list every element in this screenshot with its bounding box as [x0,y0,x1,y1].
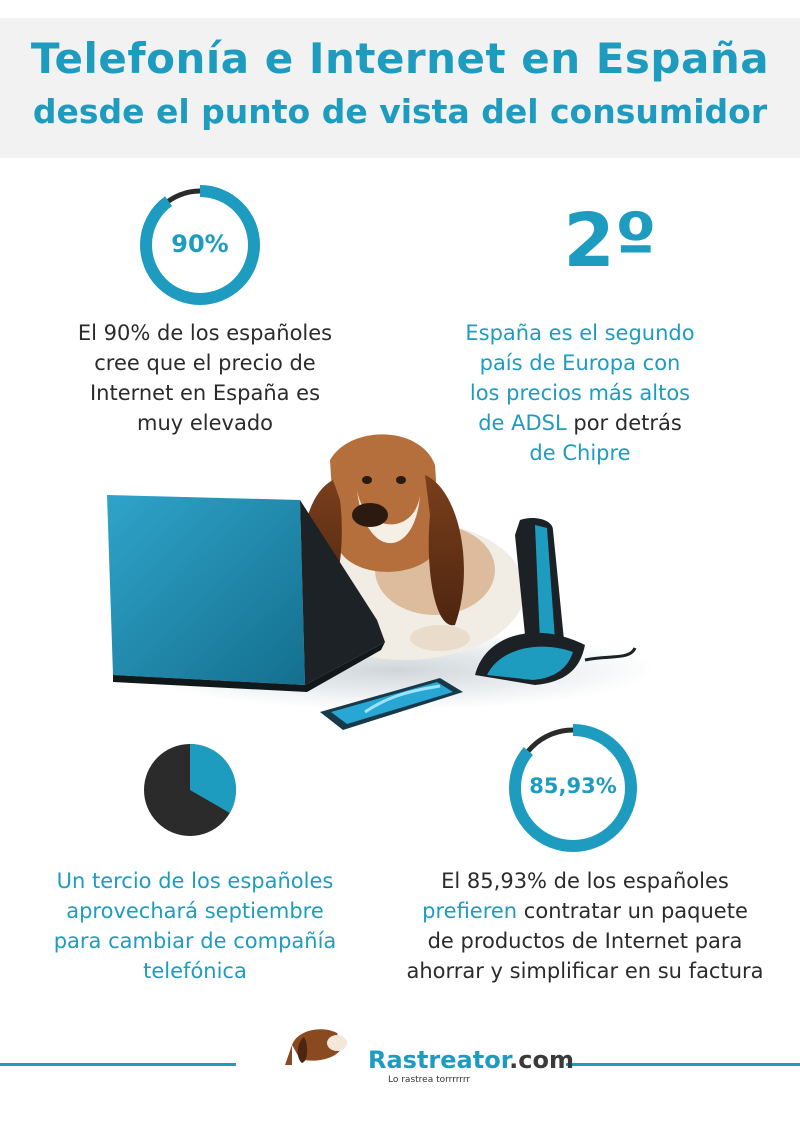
stat-line: cree que el precio de [94,351,316,375]
brand-logo-text[interactable]: Rastreator.com [368,1046,574,1074]
stat-line: España es el segundo [465,321,695,345]
ring-progress-90 [140,185,260,305]
stat-text-part: contratar un paquete [517,899,748,923]
brand-domain: .com [509,1046,574,1074]
footer-divider-left [0,1063,236,1066]
page-title: Telefonía e Internet en España [30,34,770,83]
stat-text-part: prefieren [422,899,518,923]
stat-line: muy elevado [136,411,274,435]
header-banner [0,18,800,158]
stat-adsl-rank: España es el segundo país de Europa con … [440,318,720,468]
stat-line: El 85,93% de los españoles [441,869,729,893]
stat-internet-price: El 90% de los españoles cree que el prec… [55,318,355,438]
stat-line: telefónica [143,959,247,983]
dog-laptop-phone-illustration [107,434,655,730]
brand-tagline: Lo rastrea torrrrrrr [388,1075,471,1085]
cordless-phone [475,518,637,685]
percent-ring-8593 [509,724,637,852]
page-subtitle: desde el punto de vista del consumidor [32,92,768,131]
stat-line: ahorrar y simplificar en su factura [406,959,764,983]
stat-line: Un tercio de los españoles [56,869,334,893]
stat-line: Internet en España es [89,381,321,405]
footer-divider-right [566,1063,800,1066]
stat-text-part: de ADSL [478,411,574,435]
stat-line: país de Europa con [479,351,681,375]
smartphone [320,678,463,730]
stat-line: para cambiar de compañía [53,929,337,953]
rank-label: 2º [563,198,657,284]
stat-line: prefieren contratar un paquete [395,896,775,926]
stat-line: aprovechará septiembre [66,899,324,923]
percent-label-8593: 85,93% [529,774,617,798]
brand-name: Rastreator [368,1046,510,1074]
pie-third-slice [190,744,236,813]
stat-line: de Chipre [529,441,631,465]
stat-line: de ADSL por detrás [440,408,720,438]
stat-switch-provider: Un tercio de los españoles aprovechará s… [30,866,360,986]
pie-one-third [144,744,236,836]
percent-ring-90 [140,185,260,305]
stat-bundle-preference: El 85,93% de los españoles prefieren con… [395,866,775,986]
stat-line: El 90% de los españoles [77,321,333,345]
stat-text-part: por detrás [573,411,682,435]
stat-line: de productos de Internet para [427,929,743,953]
laptop [107,495,385,692]
rastreator-dog-logo [285,1029,347,1065]
stat-line: los precios más altos [469,381,691,405]
ring-progress-8593 [509,724,637,852]
percent-label-90: 90% [171,230,229,258]
